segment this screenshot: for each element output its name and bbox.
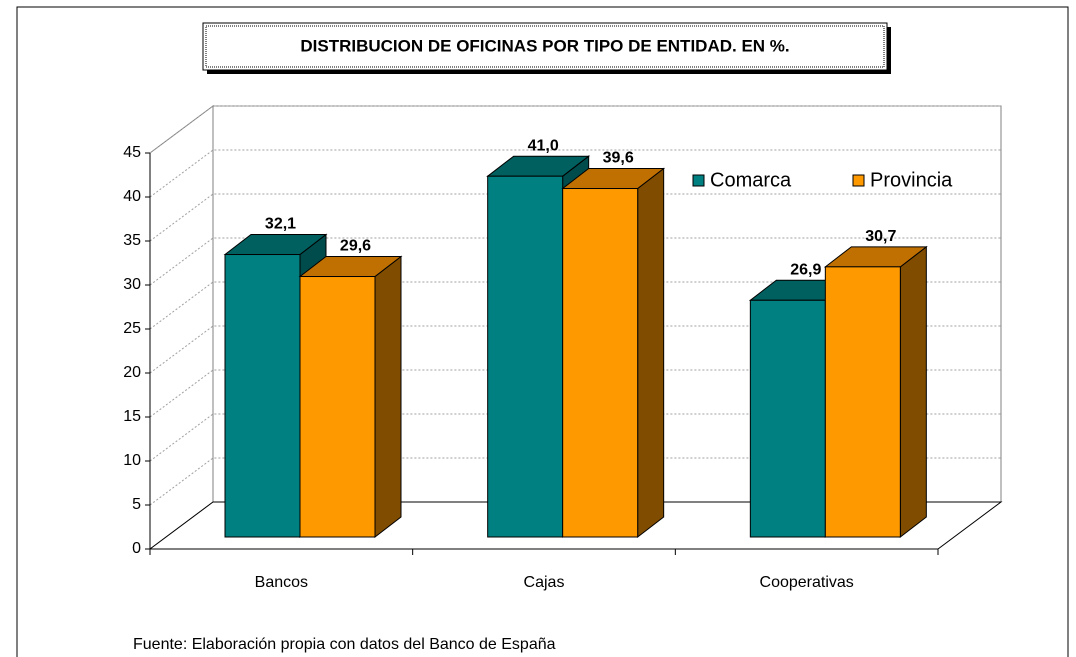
bar (299, 276, 376, 538)
value-label: 32,1 (265, 216, 296, 233)
x-tick-label: Cooperativas (760, 574, 854, 591)
bar-side (899, 245, 927, 539)
frame (16, 6, 1069, 657)
y-tick-label: 45 (123, 144, 141, 161)
bar (824, 266, 901, 538)
left-wall (149, 105, 214, 550)
value-label: 41,0 (528, 137, 559, 154)
y-tick-label: 10 (123, 452, 141, 469)
y-tick-label: 20 (123, 364, 141, 381)
value-label: 29,6 (340, 238, 371, 255)
bar-side (374, 255, 402, 539)
y-tick-label: 35 (123, 232, 141, 249)
title-box-inner (205, 25, 885, 68)
chart-title: DISTRIBUCION DE OFICINAS POR TIPO DE ENT… (300, 36, 789, 55)
source-note: Fuente: Elaboración propia con datos del… (133, 636, 556, 653)
x-tick-label: Cajas (524, 574, 565, 591)
legend-label: Comarca (710, 169, 792, 191)
value-label: 26,9 (790, 261, 821, 278)
bar-side (637, 167, 665, 539)
y-tick-label: 25 (123, 320, 141, 337)
legend-swatch (692, 174, 705, 187)
x-tick-label: Bancos (255, 574, 308, 591)
value-label: 39,6 (603, 150, 634, 167)
legend-swatch (852, 174, 865, 187)
bar (749, 299, 826, 538)
bar (562, 188, 639, 538)
y-tick-label: 15 (123, 408, 141, 425)
y-tick-label: 30 (123, 276, 141, 293)
bar (487, 175, 564, 538)
y-tick-label: 40 (123, 188, 141, 205)
y-tick-label: 5 (132, 496, 141, 513)
bar (224, 254, 301, 538)
legend-label: Provincia (870, 169, 953, 191)
value-label: 30,7 (865, 228, 896, 245)
title-box (202, 22, 888, 71)
y-tick-label: 0 (132, 540, 141, 557)
